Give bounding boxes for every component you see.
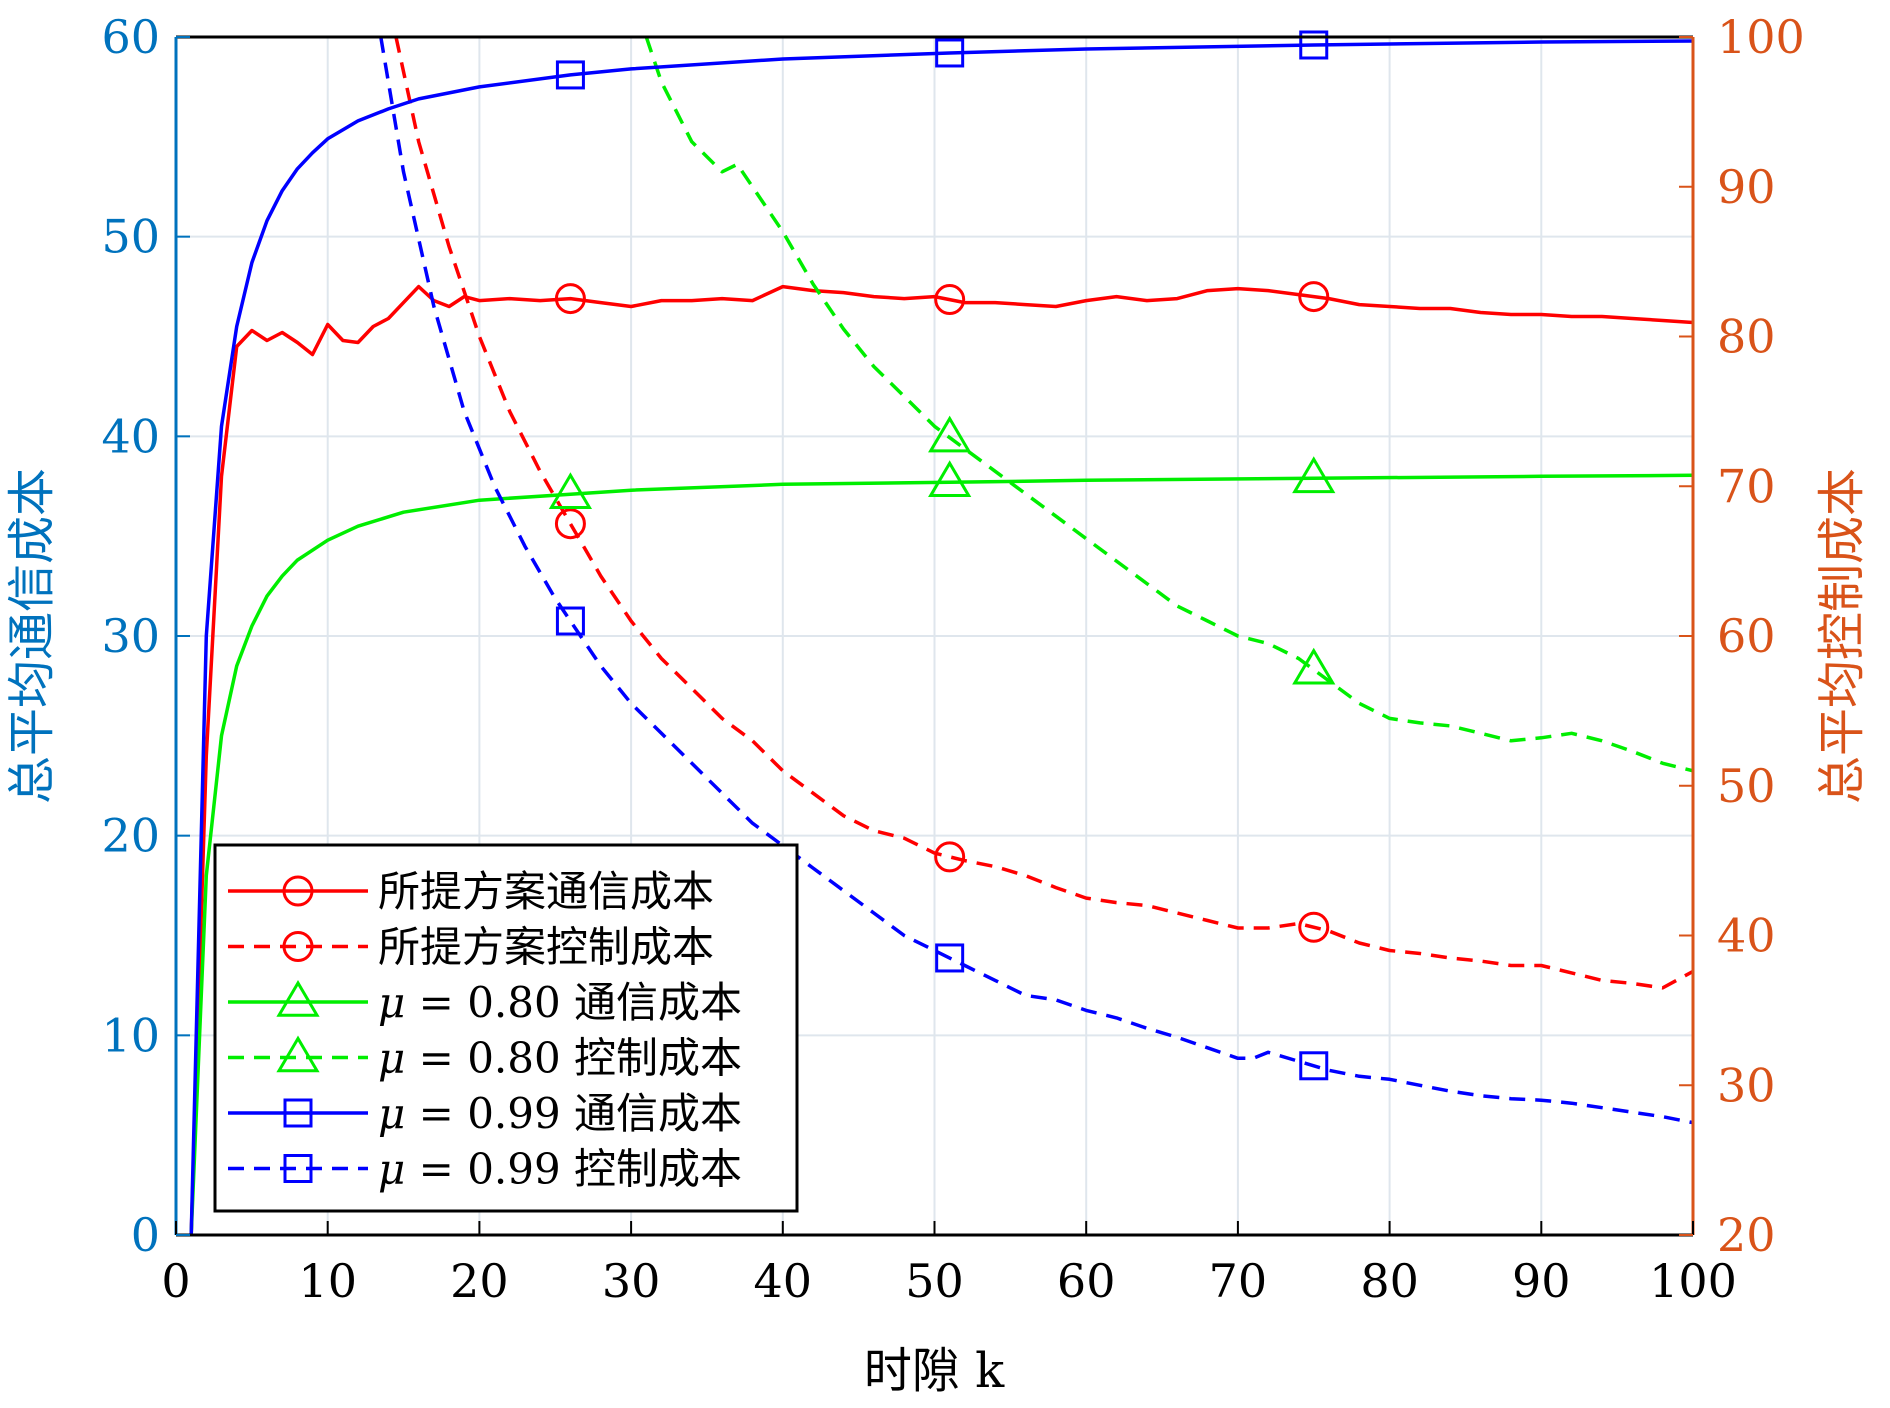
x-tick-label: 70 [1209,1254,1268,1308]
legend-marker [276,980,320,1017]
legend-item: μ = 0.99 通信成本 [228,1089,742,1138]
series-3-marker [548,472,593,510]
series-1-marker [554,283,586,315]
legend-mu-symbol: μ [378,1034,405,1083]
x-tick-label: 40 [754,1254,813,1308]
right-tick-label: 60 [1717,609,1776,663]
legend-label: 所提方案控制成本 [378,923,714,972]
legend-label: μ = 0.80 控制成本 [378,1034,742,1083]
right-tick-label: 30 [1717,1058,1776,1112]
series-3-marker [928,460,972,498]
legend-label-text: = 0.80 控制成本 [405,1034,742,1083]
series-line-2 [394,37,1693,990]
x-tick-label: 100 [1649,1254,1737,1308]
left-tick-label: 20 [101,809,160,863]
right-tick-label: 70 [1717,459,1776,513]
legend-label: 所提方案通信成本 [378,867,714,916]
ticks: 0 10 20 30 40 50 60 70 80 90 100 0 10 20 30 40 50 60 20 30 4… [101,10,1804,1308]
legend-label: μ = 0.80 通信成本 [378,978,742,1027]
right-tick-label: 100 [1717,10,1805,64]
legend-item: μ = 0.99 控制成本 [228,1145,742,1194]
series-6-marker [935,943,965,973]
right-tick-label: 20 [1717,1208,1776,1262]
series-2-marker [934,841,966,873]
legend-label: μ = 0.99 通信成本 [378,1089,742,1138]
legend-item: μ = 0.80 控制成本 [228,1034,742,1083]
x-tick-label: 10 [298,1254,357,1308]
x-tick-label: 60 [1057,1254,1116,1308]
x-tick-label: 50 [905,1254,964,1308]
legend-mu-symbol: μ [378,1145,405,1194]
left-tick-label: 60 [101,10,160,64]
series-3-marker [1292,456,1336,494]
x-tick-label: 20 [450,1254,509,1308]
series-4-marker [1292,647,1336,685]
marker-layer [548,30,1336,1081]
legend-box [213,843,799,1213]
legend-mu-symbol: μ [378,978,405,1027]
x-axis-label: 时隙 k [864,1343,1005,1399]
left-tick-label: 10 [101,1008,160,1062]
series-line-4 [644,37,1693,773]
right-tick-label: 90 [1717,160,1776,214]
legend-label: μ = 0.99 控制成本 [378,1145,742,1194]
series-6-marker [555,606,585,636]
series-5-marker [935,38,965,68]
right-axis-label: 总平均控制成本 [1814,468,1870,804]
legend-mu-symbol: μ [378,1089,405,1138]
legend-label-text: = 0.99 通信成本 [405,1089,742,1138]
legend-marker [282,875,314,907]
series-2-marker [1298,911,1330,943]
legend-item: 所提方案控制成本 [228,923,714,972]
legend-label-text: = 0.99 控制成本 [405,1145,742,1194]
series-line-3 [189,473,1693,1235]
right-tick-label: 40 [1717,909,1776,963]
legend-label-text: 所提方案控制成本 [378,923,714,972]
series-layer [189,37,1693,1235]
series-1-marker [1298,281,1330,313]
series-line-1 [189,284,1693,1235]
left-tick-label: 0 [131,1208,160,1262]
series-line-5 [189,39,1693,1235]
right-tick-label: 80 [1717,310,1776,364]
series-6-marker [1299,1051,1329,1081]
legend-item: μ = 0.80 通信成本 [228,978,742,1027]
x-tick-label: 80 [1360,1254,1419,1308]
legend-marker [283,1154,313,1183]
left-tick-label: 40 [101,409,160,463]
left-tick-label: 30 [101,609,160,663]
x-tick-label: 90 [1512,1254,1571,1308]
series-4-marker [928,415,972,453]
left-tick-label: 50 [101,210,160,264]
legend-marker [283,1098,313,1128]
grid [176,37,1693,1235]
left-axis-label: 总平均通信成本 [4,468,60,804]
legend-label-text: 所提方案通信成本 [378,867,714,916]
series-line-6 [379,37,1693,1125]
x-tick-label: 30 [602,1254,661,1308]
x-tick-label: 0 [161,1254,190,1308]
legend-item: 所提方案通信成本 [228,867,714,916]
legend-marker [282,931,314,962]
right-tick-label: 50 [1717,759,1776,813]
series-5-marker [1299,30,1329,60]
series-5-marker [555,60,585,90]
series-2-marker [554,508,586,540]
series-1-marker [934,284,966,316]
legend-marker [276,1035,320,1073]
legend-label-text: = 0.80 通信成本 [405,978,742,1027]
